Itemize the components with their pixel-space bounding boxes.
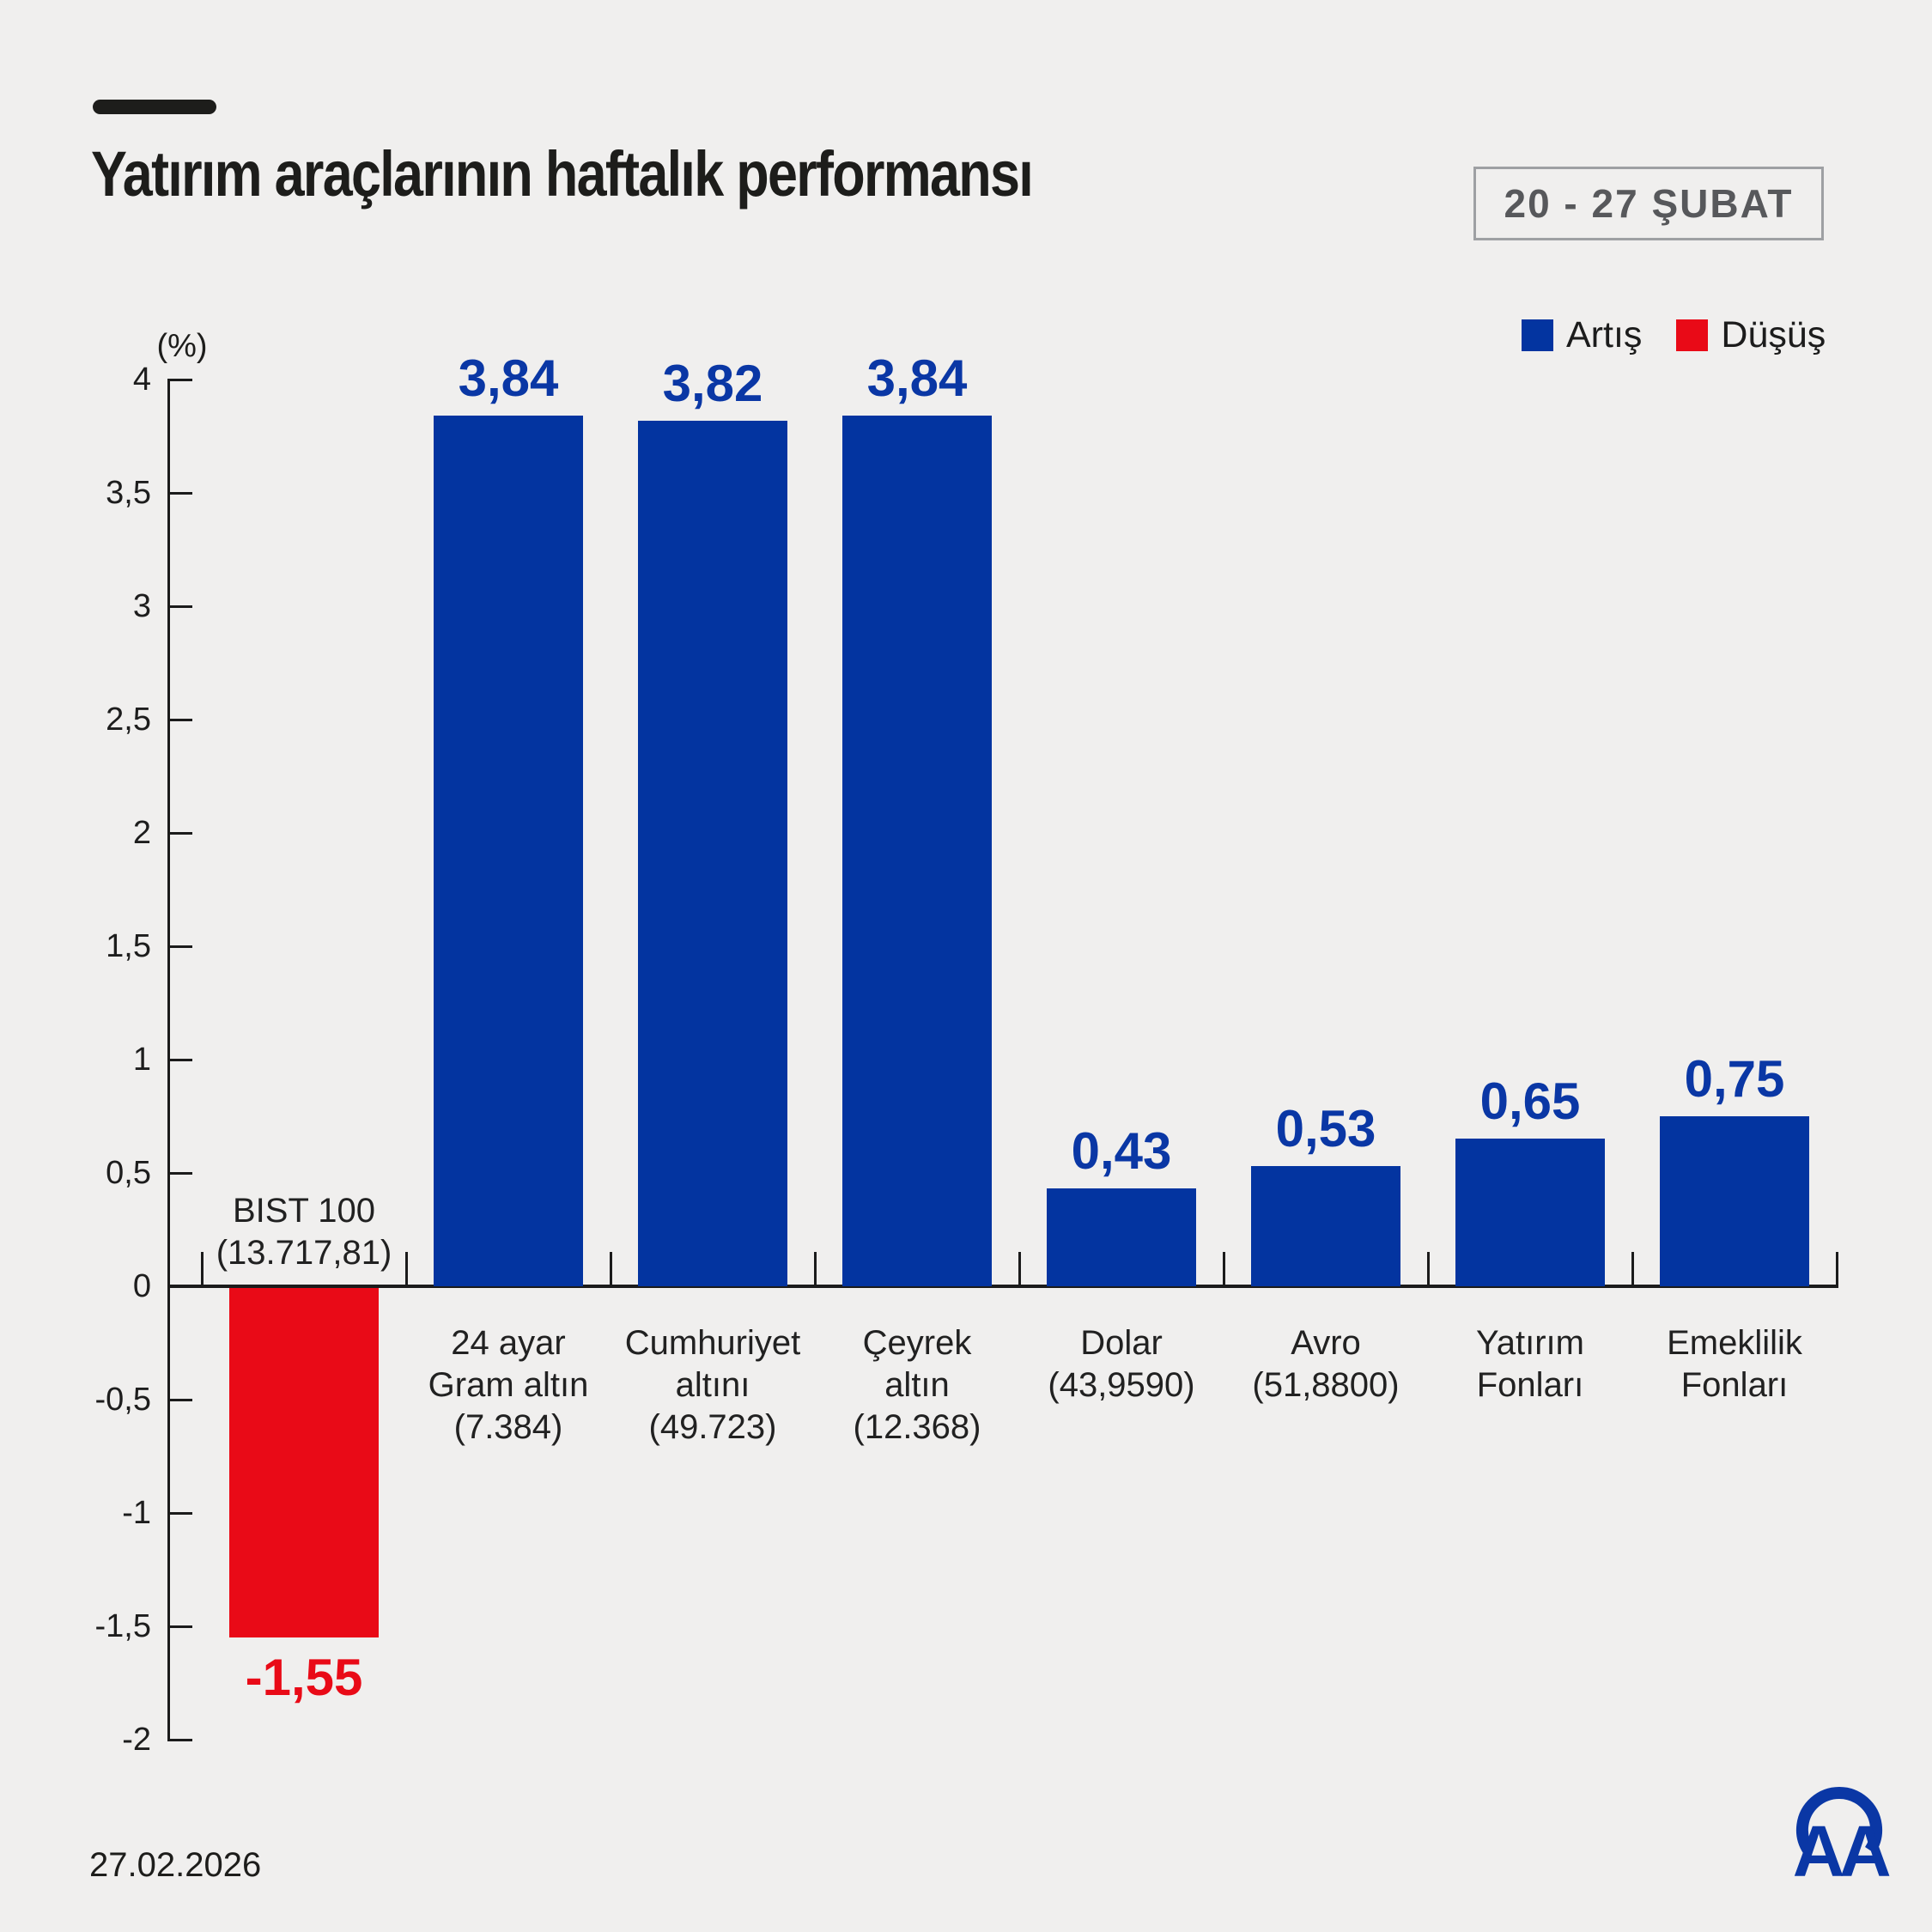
x-tick	[1426, 1252, 1430, 1288]
legend-label-decrease: Düşüş	[1721, 314, 1826, 355]
bar-decrease	[229, 1288, 379, 1638]
bar-category-label-line: (13.717,81)	[216, 1234, 392, 1272]
bar-category-label-line: (12.368)	[853, 1408, 981, 1446]
y-tick	[170, 1171, 192, 1175]
bar-category-label-line: (43,9590)	[1048, 1366, 1195, 1404]
bar-category-label-line: (49.723)	[648, 1408, 777, 1446]
bar-category-label-line: Cumhuriyet	[624, 1324, 801, 1362]
bar-category-label: Cumhuriyet altını (49.723)	[584, 1322, 841, 1449]
bar-category-label-line: altını	[675, 1366, 750, 1404]
bar-category-label-line: Gram altın	[428, 1366, 589, 1404]
bar-value-label: 0,43	[1071, 1122, 1172, 1181]
bar-category-label-line: Çeyrek	[862, 1324, 972, 1362]
bar-category-label-line: 24 ayar	[451, 1324, 566, 1362]
bar-value-label: 3,84	[458, 349, 559, 408]
y-tick-label: 3	[132, 588, 151, 624]
y-tick	[170, 1398, 192, 1401]
bar-category-label-line: altın	[884, 1366, 950, 1404]
legend-label-increase: Artış	[1566, 314, 1643, 355]
y-axis-unit-label: (%)	[156, 328, 208, 364]
y-tick	[170, 605, 192, 608]
bar-category-label-line: Yatırım	[1476, 1324, 1584, 1362]
x-tick	[1631, 1252, 1634, 1288]
y-tick	[170, 945, 192, 948]
y-tick-label: 1	[132, 1042, 151, 1078]
y-tick-label: 4	[132, 361, 151, 398]
bar-category-label: BIST 100 (13.717,81)	[175, 1190, 433, 1274]
y-tick	[170, 1738, 192, 1741]
y-tick	[170, 1058, 192, 1061]
bar-category-label-line: Fonları	[1680, 1366, 1789, 1404]
bar-category-label: Avro (51,8800)	[1197, 1322, 1455, 1406]
bar-category-label-line: Fonları	[1476, 1366, 1584, 1404]
legend: Artış Düşüş	[1522, 314, 1826, 356]
y-tick-label: -0,5	[94, 1382, 151, 1418]
y-tick-label: 1,5	[106, 928, 151, 964]
y-tick	[170, 1625, 192, 1628]
y-tick	[170, 831, 192, 835]
bar-value-label: 3,84	[866, 349, 968, 408]
bar-category-label-line: Dolar	[1080, 1324, 1163, 1362]
page-title: Yatırım araçlarının haftalık performansı	[91, 138, 1034, 210]
y-tick-label: 3,5	[106, 475, 151, 511]
bar-category-label: Emeklilik Fonları	[1606, 1322, 1863, 1406]
x-tick	[609, 1252, 612, 1288]
legend-item-decrease: Düşüş	[1676, 314, 1826, 356]
bar-increase	[1251, 1166, 1400, 1286]
y-tick-label: 2	[132, 815, 151, 851]
legend-swatch-increase-icon	[1522, 319, 1553, 351]
aa-logo-text: AA	[1793, 1811, 1890, 1892]
bar-increase	[1047, 1188, 1196, 1286]
bar-value-label: 3,82	[662, 354, 763, 412]
y-tick-label: 0	[132, 1268, 151, 1304]
bar-value-label: 0,65	[1479, 1072, 1581, 1131]
y-tick-label: 2,5	[106, 702, 151, 738]
y-axis-line	[167, 378, 170, 1741]
x-axis-line	[167, 1285, 1838, 1288]
bar-value-label: 0,53	[1275, 1100, 1376, 1158]
bar-category-label: Yatırım Fonları	[1401, 1322, 1659, 1406]
x-tick	[1222, 1252, 1225, 1288]
bar-category-label-line: BIST 100	[232, 1192, 376, 1230]
bar-increase	[1660, 1116, 1809, 1286]
y-tick-label: -2	[122, 1722, 151, 1758]
bar-category-label-line: Emeklilik	[1667, 1324, 1802, 1362]
x-tick	[1018, 1252, 1021, 1288]
date-range-text: 20 - 27 ŞUBAT	[1504, 181, 1794, 226]
bar-value-label: -1,55	[245, 1649, 363, 1707]
bar-category-label-line: Avro	[1291, 1324, 1361, 1362]
aa-agency-logo-icon: AA	[1793, 1786, 1895, 1892]
legend-swatch-decrease-icon	[1676, 319, 1709, 351]
x-tick	[813, 1252, 817, 1288]
y-tick-label: -1,5	[94, 1608, 151, 1644]
bar-increase	[1455, 1139, 1605, 1286]
x-tick	[200, 1252, 204, 1288]
bar-category-label: Çeyrek altın (12.368)	[788, 1322, 1046, 1449]
title-dash	[93, 100, 216, 114]
y-tick-label: 0,5	[106, 1155, 151, 1191]
bar-value-label: 0,75	[1684, 1050, 1785, 1108]
title-wrap: Yatırım araçlarının haftalık performansı	[91, 137, 1465, 210]
y-tick	[170, 1511, 192, 1515]
x-tick	[404, 1252, 408, 1288]
y-tick	[170, 491, 192, 495]
y-tick-label: -1	[122, 1495, 151, 1531]
bar-increase	[638, 420, 787, 1286]
y-tick	[170, 378, 192, 381]
bar-increase	[842, 416, 992, 1286]
bar-category-label: Dolar (43,9590)	[993, 1322, 1250, 1406]
x-tick	[1835, 1252, 1838, 1288]
legend-item-increase: Artış	[1522, 314, 1642, 356]
y-tick	[170, 718, 192, 721]
date-range-badge: 20 - 27 ŞUBAT	[1473, 167, 1824, 240]
footer-date: 27.02.2026	[89, 1846, 262, 1884]
bar-category-label: 24 ayar Gram altın (7.384)	[380, 1322, 637, 1449]
bar-category-label-line: (7.384)	[453, 1408, 563, 1446]
bar-increase	[434, 416, 583, 1286]
bar-category-label-line: (51,8800)	[1252, 1366, 1400, 1404]
